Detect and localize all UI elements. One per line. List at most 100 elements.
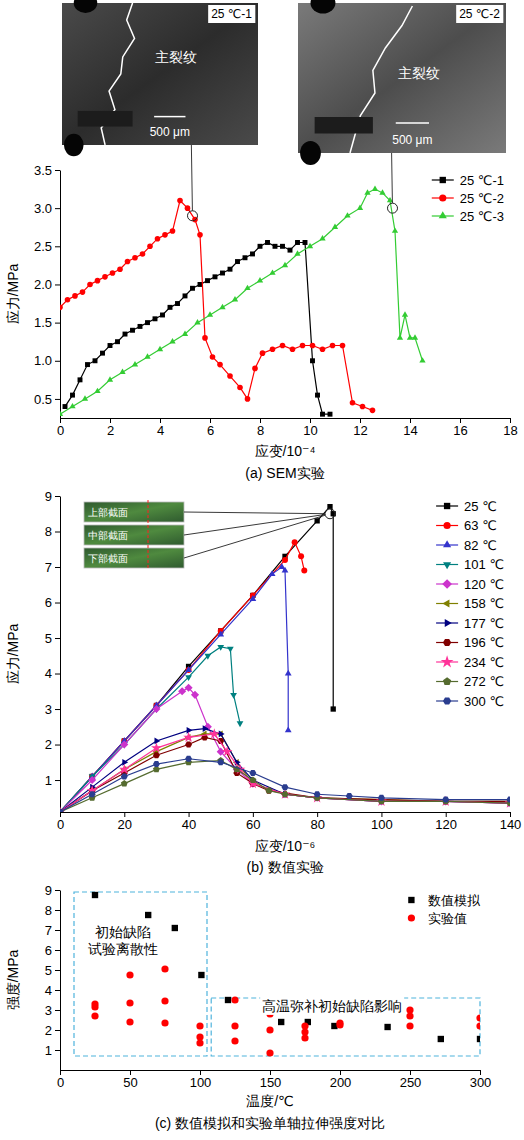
- x-tick-label: 200: [330, 1075, 352, 1090]
- y-tick-label: 2.0: [34, 277, 52, 292]
- data-point: [340, 343, 346, 349]
- tick: 4: [157, 418, 164, 438]
- legend-label: 120 ℃: [464, 577, 504, 592]
- data-point: [295, 240, 300, 245]
- data-point: [269, 269, 275, 274]
- data-point: [406, 1022, 413, 1029]
- data-point: [397, 334, 403, 339]
- data-point: [185, 205, 191, 211]
- series: [60, 185, 426, 416]
- tick-mark: [55, 532, 60, 533]
- legend-marker: [408, 897, 414, 903]
- data-point: [60, 305, 63, 311]
- legend-item: 25 ℃-1: [432, 173, 504, 188]
- data-point: [217, 645, 224, 651]
- scale-bar: [396, 122, 429, 124]
- sem-image: 25 ℃-2主裂纹500 μm: [298, 0, 506, 165]
- figure: 0246810121416180.51.01.52.02.53.03.5应变/1…: [0, 0, 524, 1140]
- tick: 140: [500, 812, 522, 832]
- tick: 100: [190, 1070, 212, 1090]
- data-point: [320, 412, 325, 417]
- data-point: [175, 301, 180, 306]
- y-axis: 123456789: [45, 489, 61, 813]
- data-point: [231, 996, 238, 1003]
- tick: 18: [503, 418, 517, 438]
- legend-marker: [440, 177, 446, 183]
- y-axis-title: 应力/MPa: [5, 263, 21, 324]
- y-tick-label: 0.5: [34, 392, 52, 407]
- tick: 2: [107, 418, 114, 438]
- y-tick-label: 4: [45, 666, 52, 681]
- crack-label: 主裂纹: [155, 49, 197, 65]
- data-point: [507, 797, 510, 803]
- tick-mark: [55, 284, 60, 285]
- data-point: [406, 1012, 413, 1019]
- data-point: [320, 347, 326, 353]
- y-tick-label: 3.0: [34, 201, 52, 216]
- x-tick-label: 140: [500, 817, 522, 832]
- legend-label: 25 ℃-3: [460, 209, 504, 224]
- data-point: [266, 1026, 273, 1033]
- tick-mark: [55, 208, 60, 209]
- tick: 80: [310, 812, 324, 832]
- data-point: [281, 790, 289, 798]
- data-point: [157, 346, 163, 351]
- legend-label: 82 ℃: [464, 538, 497, 553]
- data-point: [220, 271, 225, 276]
- y-tick-label: 2.5: [34, 239, 52, 254]
- data-point: [294, 250, 300, 255]
- x-tick-label: 250: [400, 1075, 422, 1090]
- data-point: [172, 925, 178, 931]
- legend-marker: [445, 619, 452, 627]
- tick: 14: [403, 418, 417, 438]
- data-point: [198, 972, 204, 978]
- caption: (b) 数值实验: [247, 859, 324, 875]
- data-point: [285, 726, 292, 732]
- section-image: [84, 502, 184, 522]
- data-point: [231, 1022, 238, 1029]
- tick: 1: [45, 773, 60, 788]
- data-point: [145, 912, 151, 918]
- data-point: [169, 338, 175, 343]
- data-point: [350, 400, 356, 406]
- tick-mark: [55, 930, 60, 931]
- tick-mark: [55, 970, 60, 971]
- data-point: [392, 227, 398, 232]
- sem-background: [298, 3, 506, 153]
- data-point: [87, 282, 93, 288]
- data-point: [231, 1037, 238, 1044]
- data-point: [107, 376, 113, 381]
- data-point: [119, 369, 125, 374]
- data-point: [196, 1039, 203, 1046]
- series: [60, 198, 375, 413]
- tick: 250: [400, 1070, 422, 1090]
- data-point: [91, 1012, 98, 1019]
- tick: 2.5: [34, 239, 60, 254]
- panel: 0246810121416180.51.01.52.02.53.03.5应变/1…: [5, 0, 518, 481]
- inset-point: [188, 211, 198, 221]
- x-tick-label: 300: [470, 1075, 492, 1090]
- series: [92, 892, 480, 1042]
- data-point: [266, 1049, 273, 1056]
- legend-label: 101 ℃: [464, 557, 504, 572]
- tick: 5: [45, 963, 60, 978]
- data-point: [336, 1021, 343, 1028]
- data-point: [477, 1036, 480, 1042]
- y-tick-label: 9: [45, 489, 52, 504]
- data-point: [280, 343, 286, 349]
- tick-mark: [55, 674, 60, 675]
- legend-item: 177 ℃: [436, 616, 504, 631]
- tick: 200: [330, 1070, 352, 1090]
- data-point: [60, 809, 63, 812]
- data-point: [282, 791, 289, 798]
- data-point: [219, 304, 225, 309]
- annotation-bg: [260, 997, 404, 1015]
- y-tick-label: 3: [45, 1003, 52, 1018]
- data-point: [122, 759, 128, 766]
- data-point: [115, 339, 120, 344]
- tick: 1.0: [34, 353, 60, 368]
- x-tick-label: 0: [57, 1075, 64, 1090]
- inset-leader: [191, 145, 192, 211]
- inset-leader: [391, 153, 393, 203]
- axis-line: [61, 418, 511, 419]
